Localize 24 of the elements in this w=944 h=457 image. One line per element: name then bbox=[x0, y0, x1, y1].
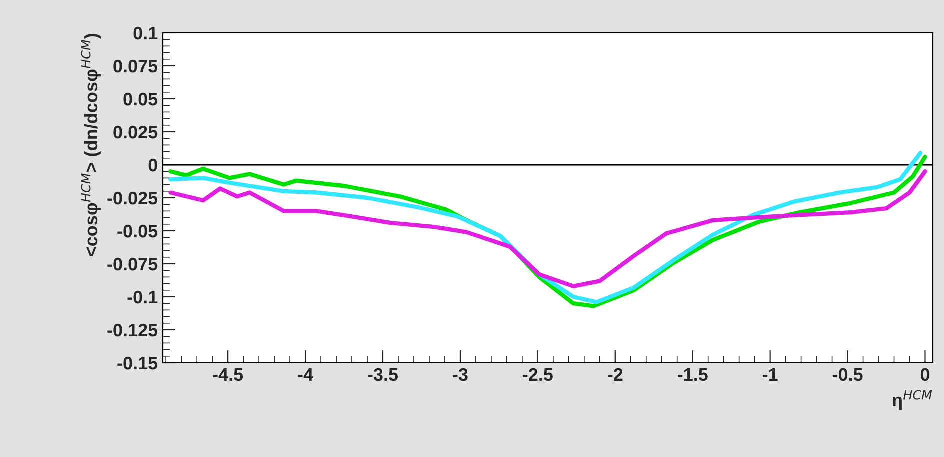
x-tick-label: -4 bbox=[298, 368, 314, 381]
x-tick-label: -1.5 bbox=[678, 368, 708, 382]
y-tick-label: -0.125 bbox=[108, 324, 158, 337]
y-tick-label: 0 bbox=[148, 158, 158, 172]
y-tick-label: 0.05 bbox=[124, 92, 158, 106]
x-tick-label: -2 bbox=[608, 368, 623, 381]
x-tick-label: -4.5 bbox=[213, 368, 244, 382]
y-tick-label: -0.05 bbox=[118, 224, 158, 238]
x-tick-label: -2.5 bbox=[523, 368, 553, 382]
x-tick-label: -3.5 bbox=[368, 368, 398, 382]
y-tick-label: 0.025 bbox=[114, 126, 158, 139]
x-tick-label: -1 bbox=[763, 368, 778, 381]
x-tick-label: 0 bbox=[920, 368, 930, 382]
x-tick-label: -3 bbox=[453, 368, 468, 382]
y-tick-label: -0.025 bbox=[108, 192, 158, 205]
y-tick-label: -0.075 bbox=[108, 258, 158, 271]
y-tick-label: 0.1 bbox=[134, 26, 158, 40]
y-tick-label: -0.1 bbox=[128, 290, 158, 304]
y-axis-title: <cosφ$^{HCM}$> (dn/dcosφ$^{HCM}$) bbox=[81, 34, 102, 256]
x-tick-label: -0.5 bbox=[832, 368, 863, 382]
line-series bbox=[168, 170, 928, 289]
y-tick-label: -0.15 bbox=[118, 356, 158, 370]
y-tick-label: 0.075 bbox=[114, 60, 158, 73]
x-axis-title: η$^{HCM}$ bbox=[892, 390, 932, 410]
